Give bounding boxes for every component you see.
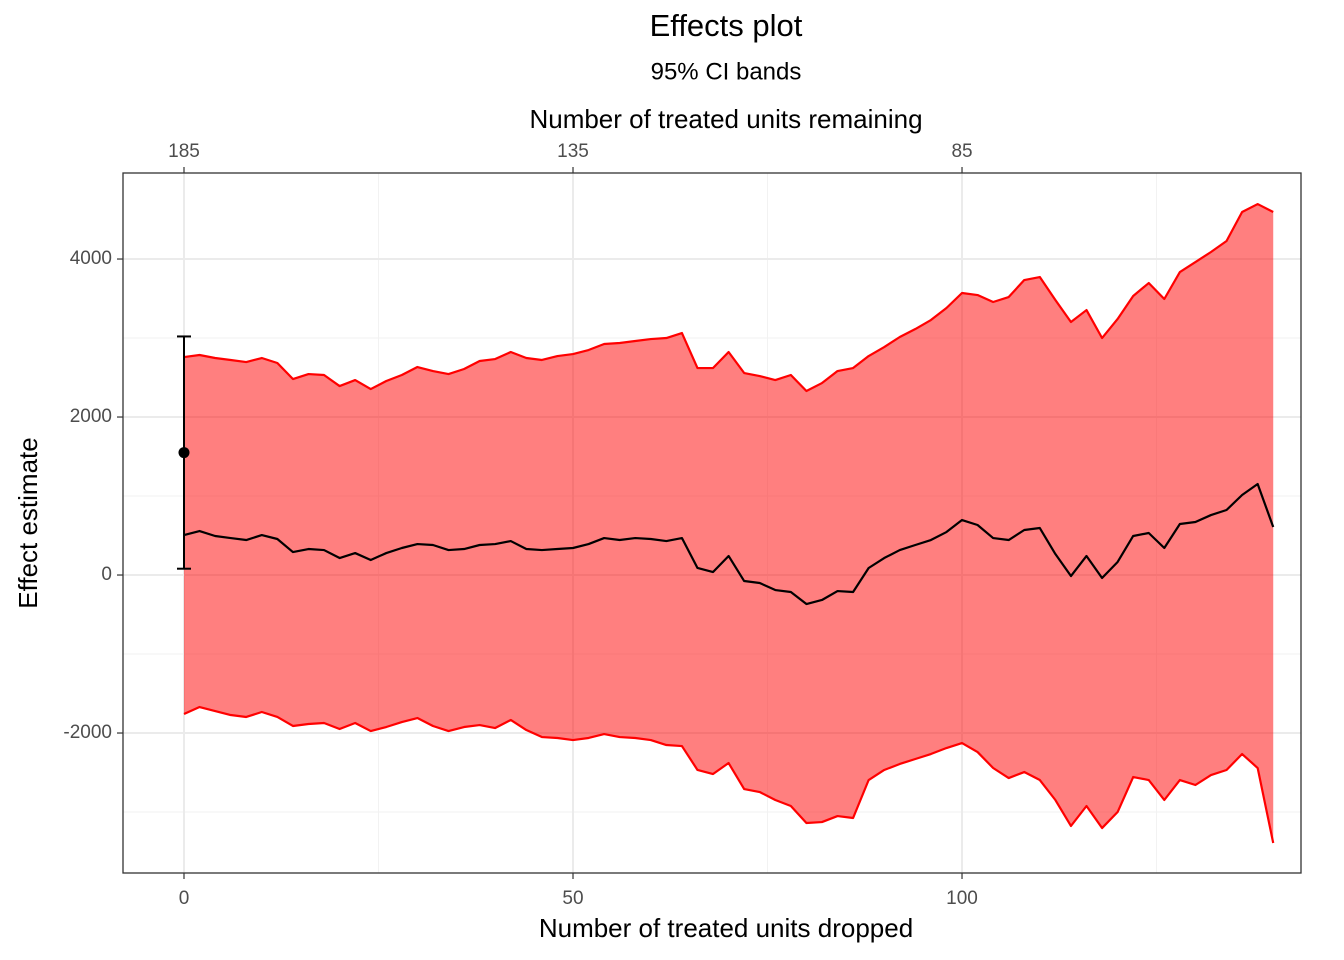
x2-tick-label: 85	[951, 141, 972, 162]
x-tick-label: 100	[946, 888, 978, 909]
estimate-line	[183, 482, 1275, 606]
point-estimate	[178, 447, 190, 459]
y-axis-label: Effect estimate	[13, 437, 43, 609]
y-tick-label: -2000	[63, 722, 112, 743]
chart-subtitle: 95% CI bands	[651, 58, 802, 85]
x2-tick-label: 185	[168, 141, 200, 162]
ci-upper-line	[183, 202, 1274, 393]
x-axis-label: Number of treated units dropped	[539, 913, 913, 943]
y-tick-label: 2000	[70, 406, 112, 427]
ci-lower-line	[183, 705, 1275, 844]
chart-title: Effects plot	[650, 8, 803, 43]
x-tick-label: 50	[562, 888, 583, 909]
x2-tick-label: 135	[557, 141, 589, 162]
y-tick-label: 0	[101, 564, 112, 585]
ci-band	[183, 204, 1274, 843]
x-tick-label: 0	[179, 888, 190, 909]
panel-border	[122, 172, 1302, 874]
y-tick-label: 4000	[70, 248, 112, 269]
x2-axis-label: Number of treated units remaining	[529, 104, 922, 134]
